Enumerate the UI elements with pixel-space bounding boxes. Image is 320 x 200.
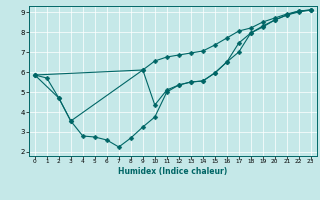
X-axis label: Humidex (Indice chaleur): Humidex (Indice chaleur): [118, 167, 228, 176]
